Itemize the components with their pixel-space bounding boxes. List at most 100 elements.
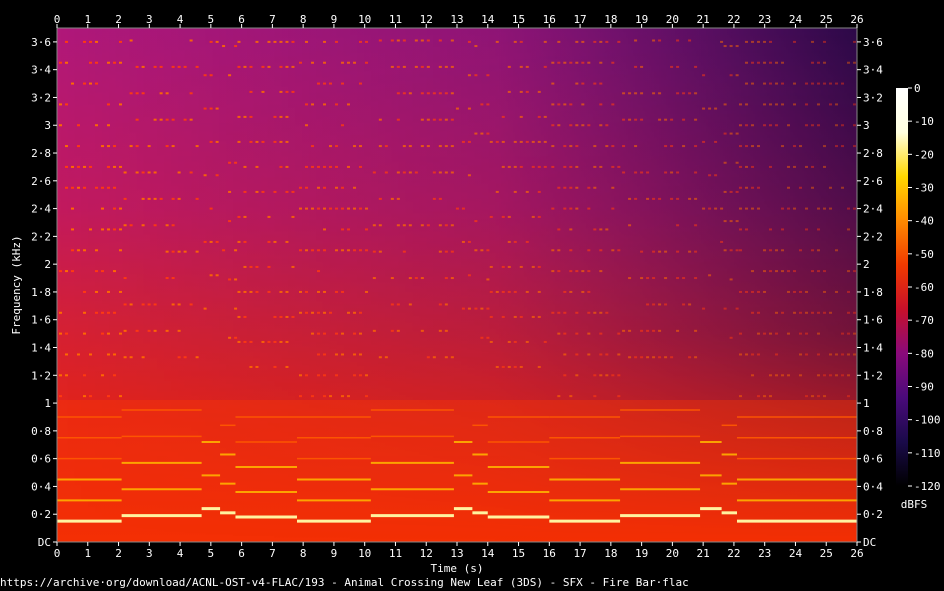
harmonic-dot bbox=[353, 61, 356, 64]
harmonic-dot bbox=[805, 228, 808, 231]
harmonic-dot bbox=[153, 224, 157, 227]
harmonic-dot bbox=[426, 65, 430, 68]
x-tick-label-top: 26 bbox=[850, 13, 863, 26]
harmonic-dot bbox=[781, 311, 784, 314]
harmonic-dot bbox=[65, 103, 68, 106]
harmonic-dot bbox=[682, 277, 686, 280]
harmonic-dot bbox=[569, 61, 573, 64]
harmonic-dot bbox=[215, 40, 219, 43]
y-tick-label-right: 3·4 bbox=[863, 64, 883, 77]
harmonic-dot bbox=[177, 329, 181, 332]
harmonic-dot bbox=[563, 186, 567, 189]
harmonic-dot bbox=[587, 311, 591, 314]
harmonic-dot bbox=[694, 224, 698, 227]
harmonic-dot bbox=[420, 277, 424, 280]
harmonic-dot bbox=[729, 336, 733, 339]
harmonic-dot bbox=[769, 124, 772, 127]
harmonic-dot bbox=[775, 374, 778, 377]
harmonic-dot bbox=[165, 329, 169, 332]
harmonic-dot bbox=[273, 240, 277, 243]
harmonic-dot bbox=[249, 365, 253, 368]
harmonic-dot bbox=[823, 145, 826, 148]
harmonic-dot bbox=[787, 332, 790, 335]
harmonic-dot bbox=[237, 340, 241, 343]
harmonic-dot bbox=[599, 332, 603, 335]
harmonic-dot bbox=[787, 270, 790, 273]
harmonic-dot bbox=[563, 165, 567, 168]
harmonic-dot bbox=[531, 265, 535, 268]
harmonic-dot bbox=[123, 329, 127, 332]
harmonic-dot bbox=[171, 303, 175, 306]
harmonic-dot bbox=[634, 92, 638, 95]
harmonic-dot bbox=[793, 207, 796, 210]
harmonic-dot bbox=[537, 190, 541, 193]
harmonic-dot bbox=[723, 249, 727, 252]
harmonic-dot bbox=[299, 374, 302, 377]
harmonic-dot bbox=[557, 186, 561, 189]
harmonic-dot bbox=[708, 174, 712, 177]
harmonic-dot bbox=[159, 118, 163, 121]
harmonic-dot bbox=[751, 61, 754, 64]
harmonic-dot bbox=[177, 250, 181, 253]
harmonic-dot bbox=[83, 374, 86, 377]
harmonic-dot bbox=[426, 39, 430, 42]
harmonic-dot bbox=[215, 140, 219, 143]
harmonic-dot bbox=[599, 40, 603, 43]
harmonic-dot bbox=[823, 290, 826, 293]
harmonic-dot bbox=[353, 249, 356, 252]
harmonic-dot bbox=[228, 278, 232, 281]
harmonic-dot bbox=[135, 118, 139, 121]
harmonic-dot bbox=[215, 107, 219, 110]
harmonic-dot bbox=[775, 270, 778, 273]
harmonic-dot bbox=[617, 374, 621, 377]
harmonic-dot bbox=[652, 92, 656, 95]
harmonic-dot bbox=[285, 340, 289, 343]
harmonic-dot bbox=[243, 240, 247, 243]
harmonic-dot bbox=[420, 39, 424, 42]
harmonic-dot bbox=[372, 171, 376, 174]
harmonic-dot bbox=[507, 365, 511, 368]
y-tick-label-left: 0·4 bbox=[31, 480, 51, 493]
harmonic-dot bbox=[817, 395, 820, 398]
harmonic-dot bbox=[543, 40, 547, 43]
harmonic-dot bbox=[853, 124, 856, 127]
harmonic-dot bbox=[279, 315, 283, 318]
harmonic-dot bbox=[835, 124, 838, 127]
harmonic-dot bbox=[628, 224, 632, 227]
harmonic-dot bbox=[189, 92, 193, 95]
harmonic-dot bbox=[682, 145, 686, 148]
harmonic-dot bbox=[77, 165, 80, 168]
harmonic-dot bbox=[119, 207, 122, 210]
x-tick-label-top: 17 bbox=[573, 13, 586, 26]
colorbar-tick-label: -110 bbox=[914, 447, 941, 460]
harmonic-dot bbox=[141, 356, 145, 359]
harmonic-dot bbox=[335, 145, 338, 148]
harmonic-dot bbox=[359, 311, 362, 314]
harmonic-dot bbox=[119, 228, 122, 231]
y-tick-label-right: 2·4 bbox=[863, 203, 883, 216]
harmonic-dot bbox=[670, 356, 674, 359]
harmonic-dot bbox=[745, 82, 748, 85]
harmonic-dot bbox=[65, 270, 68, 273]
x-tick-label-bottom: 25 bbox=[820, 547, 833, 560]
harmonic-dot bbox=[432, 197, 436, 200]
harmonic-dot bbox=[195, 250, 199, 253]
harmonic-dot bbox=[317, 82, 320, 85]
y-tick-label-right: 0·8 bbox=[863, 425, 883, 438]
harmonic-dot bbox=[59, 374, 62, 377]
x-tick-label-top: 22 bbox=[727, 13, 740, 26]
harmonic-dot bbox=[575, 61, 579, 64]
harmonic-dot bbox=[243, 65, 247, 68]
harmonic-dot bbox=[305, 103, 308, 106]
harmonic-dot bbox=[255, 190, 259, 193]
harmonic-dot bbox=[83, 186, 86, 189]
harmonic-dot bbox=[763, 103, 766, 106]
harmonic-dot bbox=[107, 103, 110, 106]
harmonic-dot bbox=[438, 92, 442, 95]
harmonic-dot bbox=[378, 118, 382, 121]
harmonic-dot bbox=[237, 290, 241, 293]
harmonic-dot bbox=[189, 39, 193, 42]
harmonic-dot bbox=[634, 356, 638, 359]
harmonic-dot bbox=[353, 332, 356, 335]
harmonic-dot bbox=[531, 315, 535, 318]
